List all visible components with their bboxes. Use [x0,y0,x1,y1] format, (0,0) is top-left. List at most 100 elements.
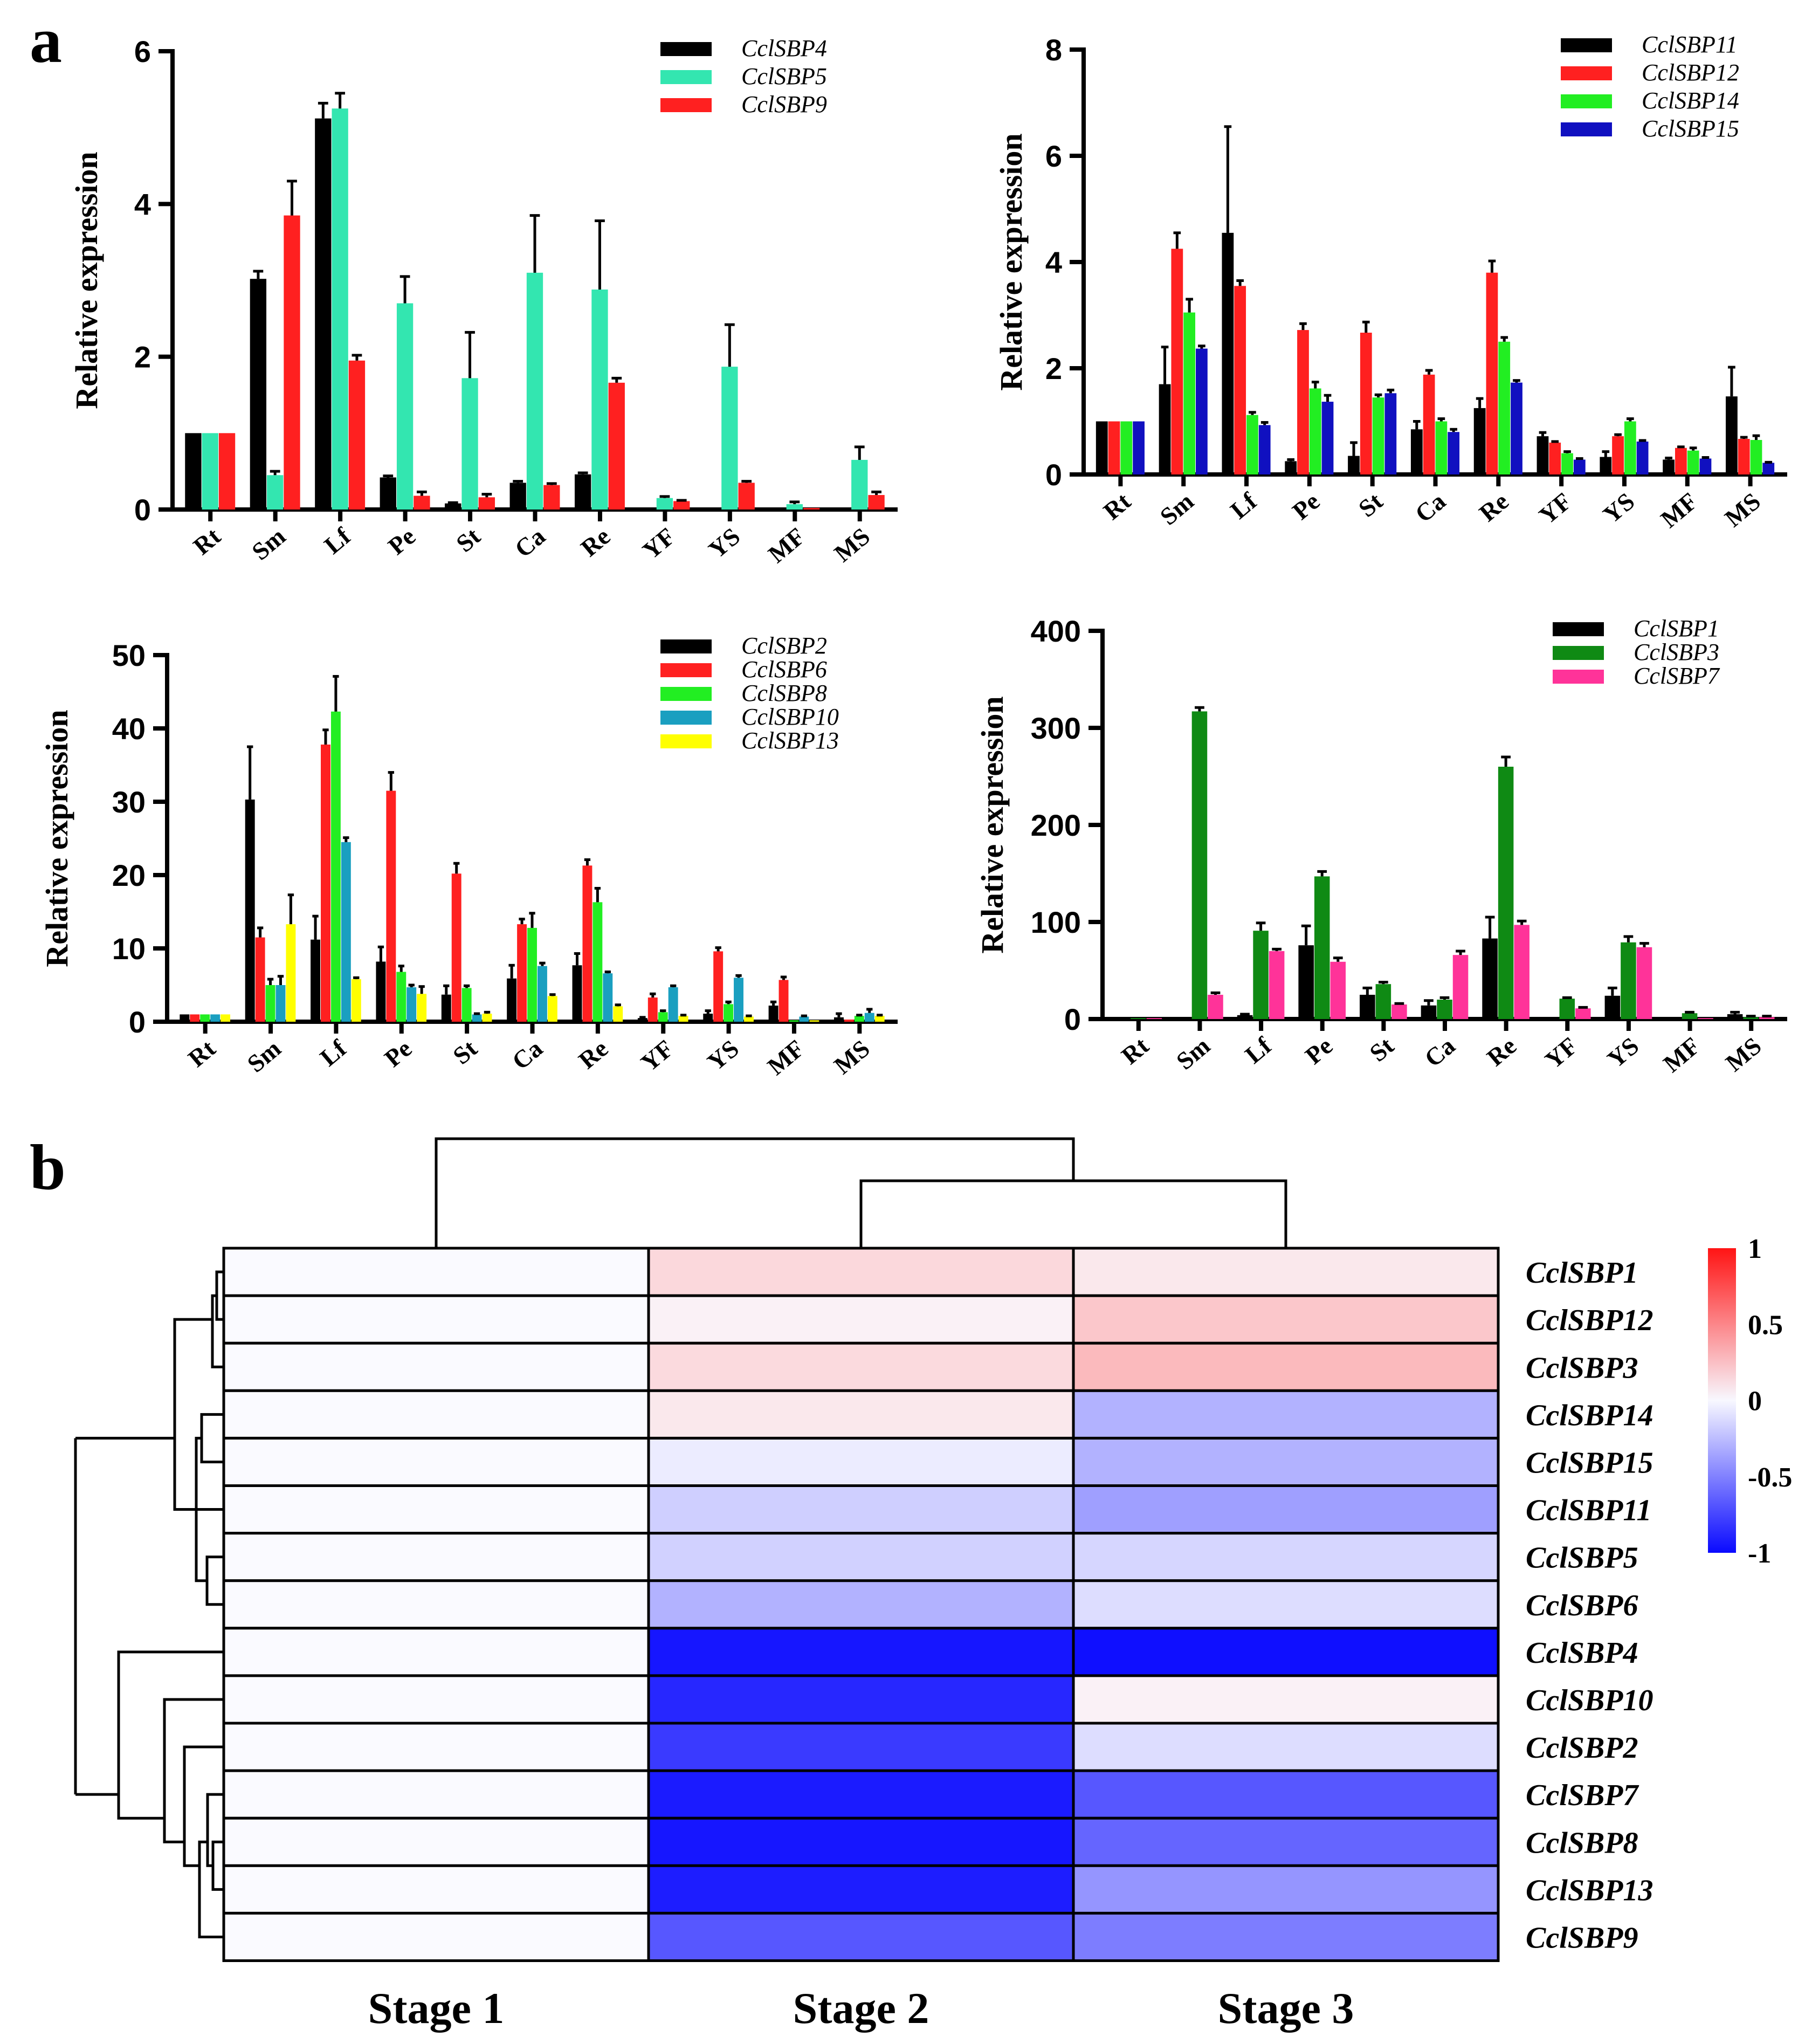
bar-CclSBP11-YS [1600,457,1612,474]
bar-CclSBP11-YF [1537,436,1549,474]
legend-label: CclSBP9 [741,91,827,118]
bar-CclSBP3-MF [1682,1013,1698,1019]
y-axis-label: Relative expression [994,133,1029,390]
bar-CclSBP2-Sm [245,799,255,1022]
bar-CclSBP14-MF [1687,450,1699,474]
y-tick-label: 6 [134,35,151,68]
bar-CclSBP9-Rt [218,433,236,510]
x-tick-label: Ca [1410,487,1451,528]
bar-CclSBP15-Pe [1321,402,1334,474]
bar-CclSBP8-Sm [265,985,275,1022]
bar-CclSBP4-Ca [509,483,526,510]
bar-CclSBP10-Pe [407,987,417,1022]
heatmap-cell-CclSBP14-3 [1072,1389,1500,1440]
bar-CclSBP15-Lf [1258,425,1271,474]
heatmap-cell-CclSBP15-3 [1072,1436,1500,1487]
y-tick-label: 20 [112,858,146,892]
bar-CclSBP11-Pe [1285,461,1297,474]
x-tick-label: YS [703,522,745,564]
bar-CclSBP12-Ca [1423,374,1435,474]
bar-CclSBP1-Re [1482,938,1498,1019]
heatmap-cell-CclSBP7-2 [647,1769,1075,1820]
bar-CclSBP4-Re [574,474,591,510]
bar-CclSBP6-Rt [190,1014,200,1022]
heatmap-cell-CclSBP7-3 [1072,1769,1500,1820]
legend-label: CclSBP10 [741,704,839,730]
bar-CclSBP9-Ca [543,485,560,510]
x-tick-label: Ca [1420,1032,1460,1072]
heatmap-cell-CclSBP14-1 [222,1389,650,1440]
bar-CclSBP7-Pe [1330,961,1346,1019]
bar-CclSBP2-Re [572,965,582,1022]
x-tick-label: Pe [379,1035,417,1072]
bar-CclSBP13-Re [613,1006,623,1022]
bar-CclSBP2-Lf [311,939,321,1022]
colorbar-tick-label: -1 [1748,1538,1771,1569]
bar-CclSBP3-Re [1498,767,1514,1019]
bar-CclSBP10-MF [799,1016,809,1022]
x-tick-label: St [447,1034,483,1070]
bar-CclSBP12-MF [1675,448,1687,474]
bar-CclSBP9-Sm [284,215,300,510]
row-dendrogram [198,1840,224,1938]
y-axis-label: Relative expression [975,696,1010,953]
bar-CclSBP11-St [1348,456,1360,474]
legend-swatch [1561,38,1612,52]
heatmap-cell-CclSBP2-3 [1072,1722,1500,1772]
y-tick-label: 0 [129,1005,146,1039]
legend-swatch [1561,122,1612,136]
bar-CclSBP11-Ca [1410,429,1423,474]
bar-CclSBP10-St [472,1014,482,1022]
bar-CclSBP10-Re [603,973,613,1022]
heatmap-column-label: Stage 3 [1218,1984,1354,2033]
legend-label: CclSBP3 [1634,639,1719,665]
bar-CclSBP7-MS [1759,1017,1775,1019]
x-tick-label: Re [576,522,616,562]
bar-CclSBP8-MF [789,1020,799,1022]
heatmap-cell-CclSBP10-3 [1072,1674,1500,1725]
heatmap-row-label: CclSBP11 [1526,1494,1651,1527]
bar-CclSBP8-Ca [527,927,537,1022]
y-tick-label: 8 [1045,33,1062,67]
heatmap-cell-CclSBP13-1 [222,1864,650,1915]
legend-swatch [660,639,712,653]
heatmap-row-label: CclSBP3 [1526,1351,1638,1385]
x-tick-label: Lf [1239,1031,1277,1069]
bar-CclSBP10-Lf [341,842,351,1022]
legend-label: CclSBP12 [1642,59,1739,86]
x-tick-label: Rt [183,1034,221,1072]
heatmap-cell-CclSBP10-1 [222,1674,650,1725]
bar-chart-3: 0 10 20 30 40 50 Relative expression Rt Sm Lf Pe St… [39,632,898,1081]
x-tick-label: MF [1656,487,1703,533]
x-tick-label: MS [829,522,876,567]
heatmap-cell-CclSBP3-3 [1072,1341,1500,1392]
bar-CclSBP15-Rt [1133,421,1145,474]
row-dendrogram [211,1840,224,1891]
legend-swatch [660,734,712,748]
heatmap-cell-CclSBP6-3 [1072,1579,1500,1630]
bar-CclSBP2-Pe [376,961,386,1022]
bar-CclSBP6-Lf [321,744,330,1022]
bar-charts: 0 2 4 6 Relative expression Rt Sm Lf Pe St Ca Re YF Y… [39,31,1787,1081]
bar-CclSBP13-Pe [417,994,427,1022]
bar-CclSBP5-MS [851,459,868,510]
heatmap-row-label: CclSBP8 [1526,1826,1638,1860]
colorbar-tick-label: 0 [1748,1386,1762,1417]
x-tick-label: St [1365,1031,1400,1067]
bar-CclSBP12-YS [1612,436,1624,474]
x-tick-label: Lf [319,522,356,559]
y-tick-label: 40 [112,712,146,746]
x-tick-label: Pe [383,522,421,560]
row-dendrogram [183,1745,224,1867]
bar-CclSBP6-Pe [386,790,396,1022]
heatmap-row-label: CclSBP6 [1526,1589,1638,1622]
legend-label: CclSBP15 [1642,115,1739,142]
heatmap-row-label: CclSBP9 [1526,1921,1638,1954]
y-tick-label: 50 [112,638,146,672]
bar-CclSBP3-Lf [1253,931,1269,1019]
bar-CclSBP6-MS [844,1019,854,1022]
bar-CclSBP9-YS [738,483,755,510]
heatmap-cell-CclSBP9-2 [647,1911,1075,1962]
bar-CclSBP7-Rt [1146,1018,1162,1019]
bar-CclSBP14-Ca [1435,421,1448,474]
